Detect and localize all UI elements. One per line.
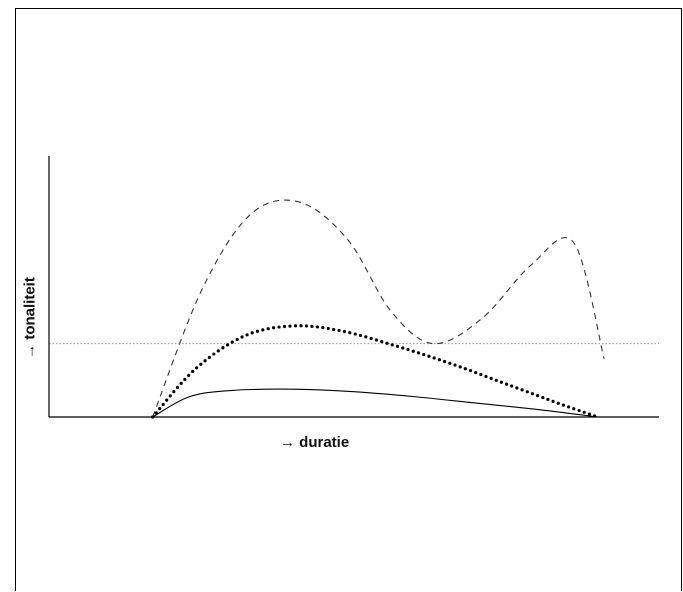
- series-line-3: [152, 388, 599, 418]
- x-axis-label: → duratie: [280, 434, 350, 451]
- series-lines: [151, 199, 605, 419]
- series-line-1: [152, 199, 605, 418]
- y-axis-label: → tonaliteit: [21, 277, 39, 359]
- series-line-2: [151, 324, 600, 419]
- figure-frame: [15, 8, 682, 591]
